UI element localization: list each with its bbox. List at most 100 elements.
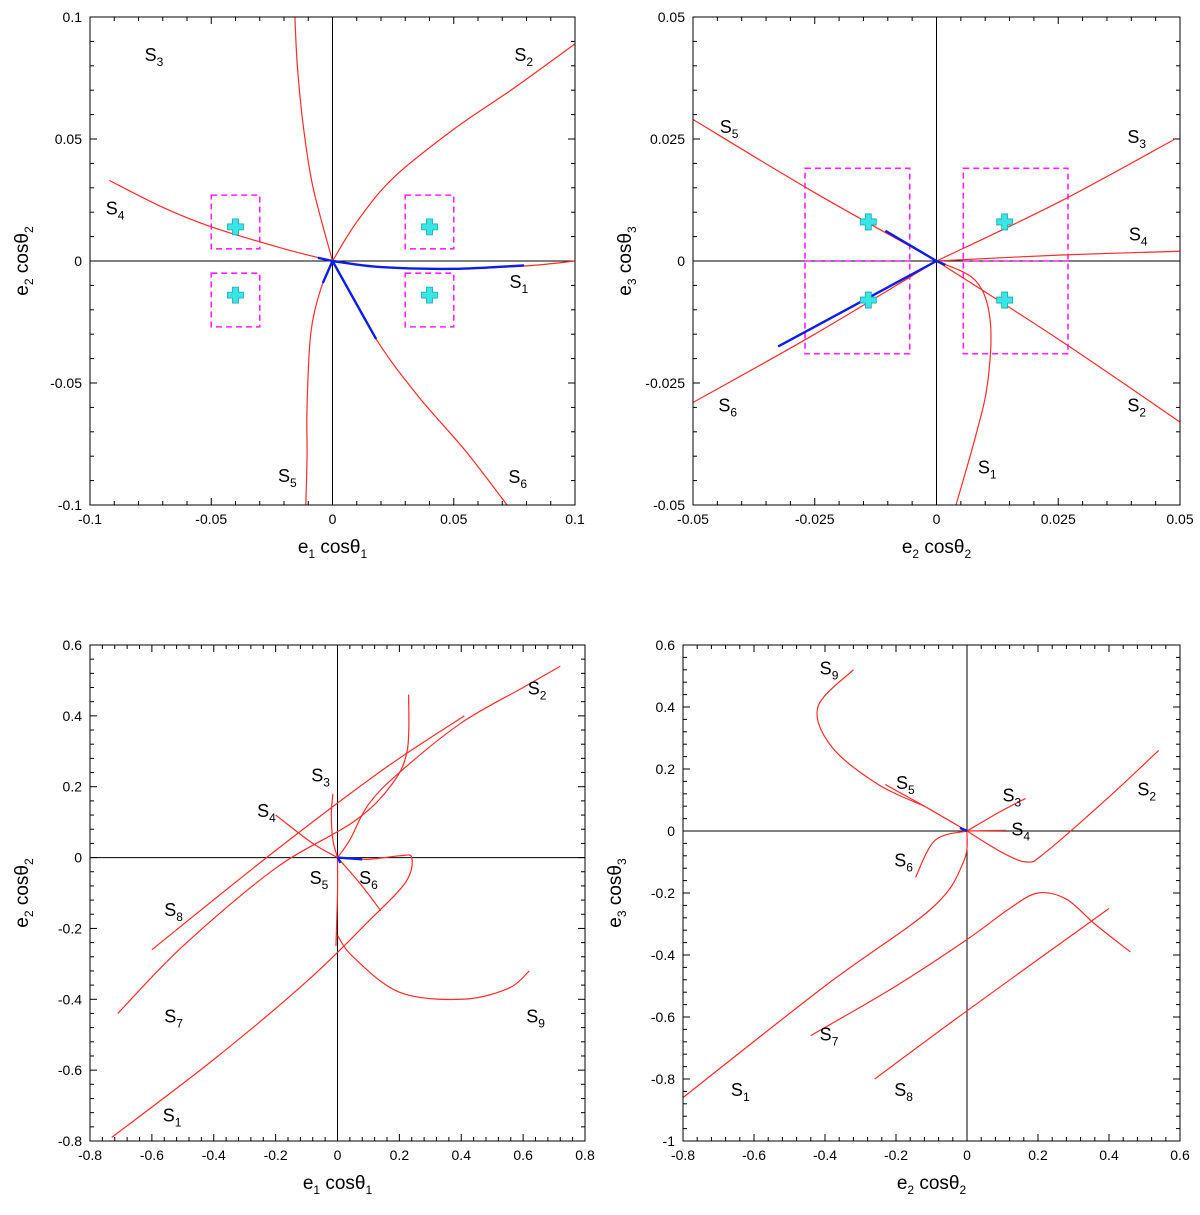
curve-label-s7: S7	[164, 1006, 183, 1030]
x-axis-label: e2 cosθ2	[902, 537, 972, 561]
y-tick-label: -0.6	[58, 1062, 82, 1078]
dashed-region-box	[210, 272, 261, 328]
equilibrium-marker	[227, 218, 244, 236]
series-line-s5	[335, 857, 339, 947]
curve-label-s2: S2	[1137, 779, 1156, 803]
curve-label-s9: S9	[820, 658, 839, 682]
x-tick-label: -0.025	[795, 511, 835, 527]
dashed-region-box	[804, 167, 911, 355]
series-line-s3	[330, 793, 339, 858]
x-tick-label: -0.6	[742, 1147, 766, 1163]
curve-label-s3: S3	[145, 45, 164, 69]
series-line-s2	[966, 749, 1160, 863]
x-tick-label: -0.1	[78, 511, 102, 527]
x-axis-label: e1 cosθ1	[298, 537, 368, 561]
y-tick-label: -0.2	[58, 920, 82, 936]
equilibrium-marker	[996, 213, 1014, 231]
curve-label-s9: S9	[526, 1006, 545, 1030]
curve-label-s3: S3	[311, 765, 330, 789]
x-tick-label: -0.8	[671, 1147, 695, 1163]
equilibrium-marker	[421, 218, 438, 236]
x-tick-label: -0.2	[264, 1147, 288, 1163]
curve-label-s2: S2	[514, 45, 533, 69]
y-axis-label: e3 cosθ3	[605, 858, 629, 928]
y-tick-label: 0.2	[656, 761, 676, 777]
series-line-s5	[305, 260, 334, 505]
x-tick-label: -0.6	[140, 1147, 164, 1163]
x-tick-label: 0.05	[1166, 511, 1193, 527]
series-line-s6-stable	[336, 856, 342, 864]
series-line-s8	[874, 908, 1110, 1080]
x-tick-label: 0	[334, 1147, 342, 1163]
x-tick-label: 0.2	[1028, 1147, 1048, 1163]
x-tick-label: 0.2	[390, 1147, 410, 1163]
curve-label-s1: S1	[978, 457, 997, 481]
dashed-region-box	[404, 194, 455, 250]
y-tick-label: -0.8	[651, 1071, 675, 1087]
series-line-s3	[936, 138, 1176, 262]
y-tick-label: 0.2	[63, 779, 83, 795]
curve-label-s5: S5	[278, 466, 297, 490]
y-tick-label: 0	[74, 850, 82, 866]
curve-label-s6: S6	[718, 395, 737, 419]
equilibrium-marker	[421, 286, 438, 304]
series-line-s6	[693, 260, 937, 404]
equilibrium-marker	[996, 291, 1014, 309]
y-tick-label: 0.6	[656, 637, 676, 653]
x-tick-label: 0.6	[1170, 1147, 1190, 1163]
series-line-s6	[914, 830, 968, 878]
x-tick-label: -0.05	[195, 511, 227, 527]
panel-top-right: -0.05 -0.025 0 0.025 0.05 -0.05 -0.025 0 0.025 0.…	[615, 9, 1194, 561]
panel-bottom-left: -0.8 -0.6 -0.4 -0.2 0 0.2 0.4 0.6 0.8 -0.8 -0.6 -0.…	[12, 637, 595, 1197]
series-line-s9	[337, 935, 530, 1001]
y-tick-label: 0.05	[658, 9, 685, 25]
x-tick-label: 0.4	[452, 1147, 472, 1163]
curve-label-s5: S5	[896, 773, 915, 797]
curve-label-s8: S8	[164, 900, 183, 924]
plot-frame	[682, 644, 1181, 1142]
series-line-s2	[331, 43, 575, 262]
y-tick-label: -0.025	[645, 375, 685, 391]
series-line-s6	[331, 260, 508, 505]
series-line-s5-stable	[884, 229, 938, 263]
x-tick-label: 0	[933, 511, 941, 527]
curve-label-s5: S5	[310, 868, 329, 892]
dashed-region-box	[210, 194, 261, 250]
y-tick-label: 0.6	[63, 637, 83, 653]
y-tick-label: -0.8	[58, 1133, 82, 1149]
series-line-s4	[275, 814, 338, 859]
curve-label-s6: S6	[359, 868, 378, 892]
equilibrium-marker	[859, 213, 877, 231]
series-line-s4	[936, 250, 1180, 262]
y-tick-label: -0.4	[651, 947, 675, 963]
curve-label-s3: S3	[1127, 127, 1146, 151]
y-tick-label: -0.4	[58, 991, 82, 1007]
series-line-s1-stable	[936, 259, 946, 267]
equilibrium-marker	[859, 291, 877, 309]
series-line-s6	[337, 857, 382, 912]
series-line-s4	[109, 179, 333, 262]
curve-label-s2: S2	[528, 679, 547, 703]
dashed-region-box	[404, 272, 455, 328]
series-line-s6-stable	[331, 260, 378, 340]
panel-top-left: -0.1 -0.05 0 0.05 0.1 -0.1 -0.05 0 0.05 0.1 e1 cos…	[12, 9, 585, 561]
series-line-s1-stable	[332, 259, 525, 271]
series-line-s9	[816, 669, 925, 807]
x-tick-label: 0.8	[575, 1147, 595, 1163]
x-axis-label: e2 cosθ2	[897, 1173, 967, 1197]
y-axis-label: e2 cosθ2	[12, 858, 36, 928]
series-line-s2	[936, 260, 1180, 423]
curve-label-s2: S2	[1127, 395, 1146, 419]
curve-label-s4: S4	[1129, 225, 1148, 249]
plot-area	[109, 17, 575, 505]
y-tick-label: -0.05	[653, 497, 685, 513]
series-line-s8	[151, 715, 465, 951]
x-tick-label: 0.025	[1041, 511, 1076, 527]
curve-label-s6: S6	[894, 851, 913, 875]
curve-label-s1: S1	[731, 1080, 750, 1104]
y-tick-label: -0.2	[651, 885, 675, 901]
x-tick-label: -0.4	[202, 1147, 226, 1163]
curve-label-s1: S1	[163, 1106, 182, 1130]
series-line-s3	[966, 797, 1026, 832]
equilibrium-marker	[227, 286, 244, 304]
